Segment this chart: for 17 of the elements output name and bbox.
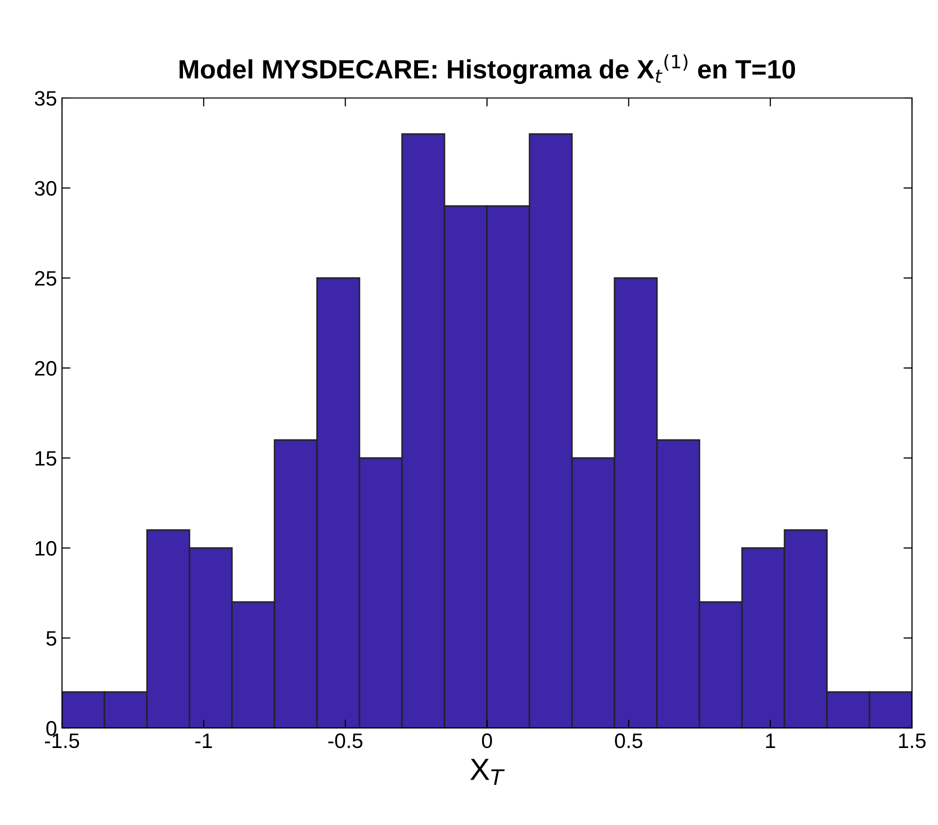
x-tick-label: -0.5: [328, 733, 362, 748]
y-tick-label: 5: [46, 631, 56, 646]
x-axis-title: X$_{T}$: [470, 758, 505, 785]
y-tick-label: 30: [34, 181, 56, 196]
y-tick-label: 15: [36, 451, 56, 466]
x-tick-label: -1: [195, 734, 212, 748]
y-tick-label: 25: [35, 271, 56, 286]
x-tick-label: 1: [766, 734, 776, 748]
y-tick-label: 35: [34, 91, 56, 106]
x-tick-label: 0.5: [615, 733, 642, 748]
x-tick-label: -1.5: [44, 734, 80, 748]
x-tick-label: 1.5: [899, 734, 926, 748]
chart-title: Model MYSDECARE: Histograma de X$_{t}$$^{(1)}$ en T=10: [180, 54, 796, 84]
y-tick-label: 0: [46, 721, 56, 736]
y-tick-label: 10: [36, 541, 56, 556]
x-tick-label: 0: [482, 733, 492, 748]
y-tick-label: 20: [35, 361, 56, 376]
